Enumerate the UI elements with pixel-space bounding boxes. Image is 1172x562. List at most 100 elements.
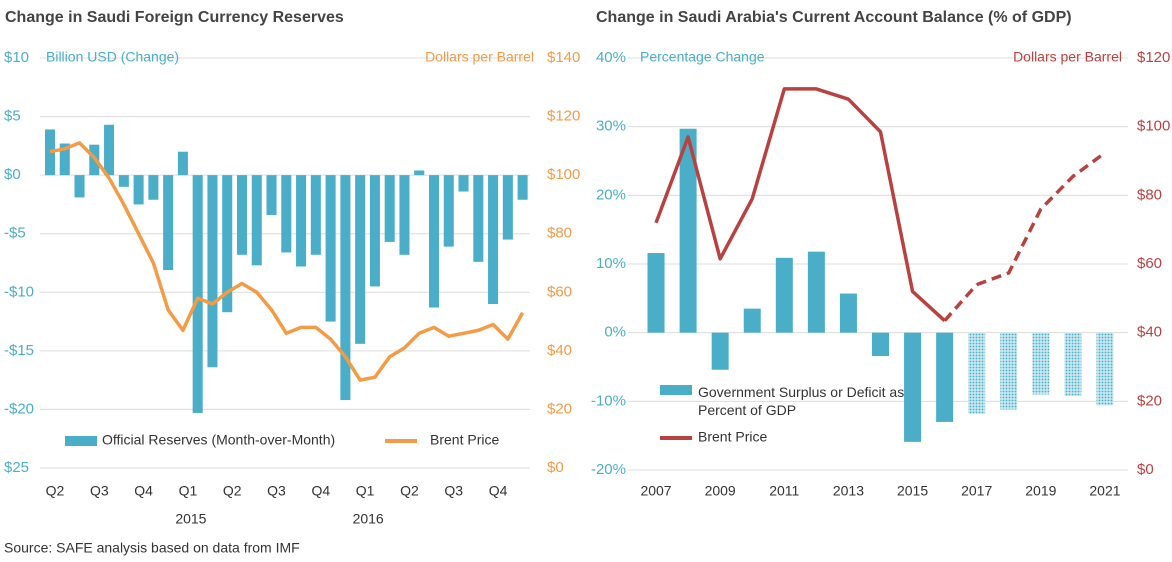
bar	[458, 175, 469, 192]
bar	[192, 175, 203, 413]
source-note: Source: SAFE analysis based on data from…	[4, 540, 300, 556]
y2-tick-label: $20	[1137, 392, 1162, 409]
bar	[355, 175, 366, 344]
y2-tick-label: $40	[1137, 324, 1162, 341]
bar	[872, 332, 889, 357]
bar	[133, 175, 144, 205]
x-tick-label: 2011	[769, 483, 799, 499]
x-tick-label: Q2	[400, 483, 419, 499]
line	[654, 87, 946, 322]
y2-tick-label: $140	[547, 49, 580, 66]
bar	[1064, 332, 1082, 396]
x-tick-label: Q3	[90, 483, 109, 499]
x-tick-label: 2021	[1089, 483, 1120, 499]
y2-tick-label: $120	[547, 108, 580, 125]
y2-tick-label: $20	[547, 400, 572, 417]
bar	[340, 175, 351, 401]
bar	[118, 175, 129, 187]
year-label: 2015	[175, 511, 206, 527]
bar	[517, 175, 528, 200]
bar	[502, 175, 513, 240]
legend-swatch	[65, 436, 97, 446]
x-tick-label: Q4	[489, 483, 508, 499]
bar	[59, 143, 70, 176]
bar	[177, 151, 188, 176]
y-tick-label: $25	[4, 459, 29, 476]
bar	[369, 175, 380, 287]
y2-tick-label: $80	[547, 225, 572, 242]
legend-label: Government Surplus or Deficit as Percent…	[698, 384, 905, 418]
bar	[679, 128, 697, 333]
y-tick-label: 40%	[596, 49, 626, 66]
y-tick-label: -$15	[4, 342, 34, 359]
bar	[936, 332, 954, 422]
y2-tick-label: $80	[1137, 186, 1162, 203]
bar	[251, 175, 262, 266]
x-tick-label: 2007	[640, 483, 671, 499]
bar	[104, 124, 115, 176]
y-tick-label: 20%	[596, 186, 626, 203]
x-tick-label: Q3	[444, 483, 463, 499]
bar	[325, 175, 336, 322]
y-tick-label: 10%	[596, 255, 626, 272]
y-tick-label: $5	[4, 108, 21, 125]
bar	[743, 308, 761, 333]
x-tick-label: Q1	[356, 483, 375, 499]
legend-label: Official Reserves (Month-over-Month)	[102, 432, 335, 448]
bar	[968, 332, 986, 414]
bar	[473, 175, 484, 262]
bar	[904, 332, 922, 442]
x-tick-label: Q2	[223, 483, 242, 499]
chart-title: Change in Saudi Foreign Currency Reserve…	[5, 9, 344, 26]
y-tick-label: -10%	[591, 392, 626, 409]
x-tick-label: 2017	[961, 483, 992, 499]
y-axis-label: Percentage Change	[640, 49, 765, 65]
bar	[163, 175, 174, 271]
y2-tick-label: $60	[547, 283, 572, 300]
bar	[839, 293, 857, 333]
y2-tick-label: $0	[547, 459, 564, 476]
x-tick-label: Q4	[311, 483, 330, 499]
bar	[44, 129, 56, 176]
x-tick-label: 2015	[897, 483, 928, 499]
y-tick-label: -$10	[4, 283, 34, 300]
bar	[222, 175, 233, 313]
bar	[443, 175, 454, 247]
bar	[236, 175, 248, 255]
bar	[414, 170, 425, 176]
bar	[310, 175, 321, 255]
year-label: 2016	[353, 511, 384, 527]
y2-axis-label: Dollars per Barrel	[1013, 49, 1122, 65]
bar	[207, 175, 218, 368]
x-tick-label: 2019	[1025, 483, 1056, 499]
bar	[399, 175, 410, 255]
x-tick-label: 2013	[833, 483, 864, 499]
bar	[1096, 332, 1114, 406]
bar	[148, 175, 159, 200]
bar	[428, 175, 440, 308]
x-tick-label: 2009	[705, 483, 736, 499]
y2-tick-label: $100	[547, 166, 580, 183]
bar	[807, 251, 825, 333]
bar	[266, 175, 277, 215]
bar	[296, 175, 307, 267]
legend-label: Brent Price	[698, 429, 767, 445]
bar	[1000, 332, 1018, 410]
line	[976, 151, 1107, 287]
x-tick-label: Q1	[179, 483, 198, 499]
forecast-connector	[943, 283, 979, 322]
y-tick-label: $10	[4, 49, 29, 66]
bar	[488, 175, 499, 304]
x-tick-label: Q4	[134, 483, 153, 499]
y2-tick-label: $60	[1137, 255, 1162, 272]
y2-tick-label: $100	[1137, 118, 1170, 135]
x-tick-label: Q2	[46, 483, 65, 499]
y2-tick-label: $120	[1137, 49, 1170, 66]
legend-label: Brent Price	[430, 432, 499, 448]
bar	[775, 257, 793, 333]
bar	[647, 253, 665, 333]
y-tick-label: $0	[4, 166, 21, 183]
bar	[384, 175, 395, 242]
